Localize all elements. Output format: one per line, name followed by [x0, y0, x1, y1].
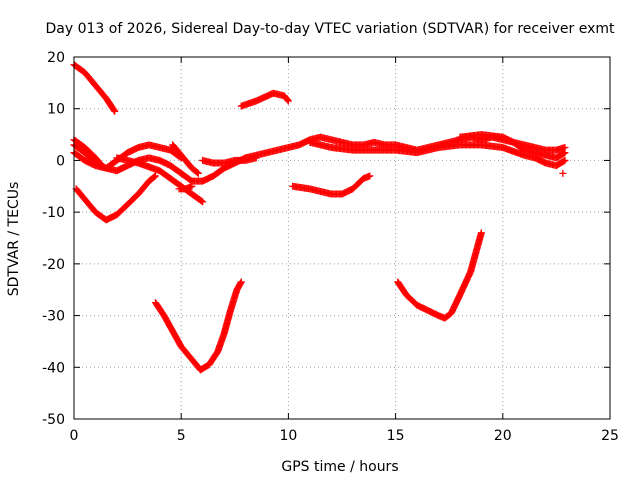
data-point — [284, 96, 292, 104]
data-point — [151, 172, 159, 180]
x-tick-label: 15 — [387, 428, 405, 444]
series-arc-12 — [306, 138, 569, 170]
data-series — [70, 61, 569, 374]
series-arc-10 — [72, 172, 159, 224]
axis-ticks — [73, 56, 611, 420]
y-tick-label: 0 — [56, 153, 65, 169]
data-point — [150, 173, 158, 181]
data-point — [193, 168, 201, 176]
x-tick-label: 0 — [70, 428, 79, 444]
grid-lines — [74, 57, 610, 419]
x-tick-label: 10 — [279, 428, 297, 444]
y-tick-labels: -50 -40 -30 -20 -10 0 10 20 — [42, 50, 65, 428]
data-point — [561, 149, 569, 157]
series-arc-7 — [169, 141, 202, 177]
y-tick-label: -40 — [42, 360, 65, 376]
series-arc-14 — [559, 169, 567, 177]
plot-frame — [73, 56, 611, 420]
series-arc-17 — [394, 229, 485, 322]
data-point — [237, 278, 245, 286]
data-point — [559, 169, 567, 177]
data-point — [110, 106, 118, 114]
data-point — [199, 198, 207, 206]
data-point — [198, 197, 206, 205]
y-tick-label: -10 — [42, 205, 65, 221]
series-arc-1 — [70, 61, 119, 115]
x-tick-label: 5 — [177, 428, 186, 444]
y-tick-label: 10 — [47, 102, 65, 118]
series-arc-16 — [151, 278, 245, 374]
chart-title: Day 013 of 2026, Sidereal Day-to-day VTE… — [46, 21, 616, 37]
data-point — [366, 172, 374, 180]
x-tick-label: 20 — [494, 428, 512, 444]
data-point — [188, 182, 196, 190]
series-arc-6 — [113, 154, 207, 206]
data-point — [111, 107, 119, 115]
data-point — [561, 156, 569, 164]
y-tick-label: -20 — [42, 257, 65, 273]
x-tick-labels: 0 5 10 15 20 25 — [70, 428, 619, 444]
series-arc-9 — [175, 182, 196, 193]
y-tick-label: -30 — [42, 309, 65, 325]
y-tick-label: 20 — [47, 50, 65, 66]
x-axis-label: GPS time / hours — [281, 459, 398, 475]
data-point — [284, 97, 292, 105]
y-tick-label: -50 — [42, 412, 65, 428]
series-arc-13 — [456, 131, 569, 162]
data-point — [194, 169, 202, 177]
series-arc-2 — [237, 89, 292, 110]
data-point — [477, 229, 485, 237]
x-tick-label: 25 — [601, 428, 619, 444]
series-arc-15 — [289, 172, 374, 198]
y-axis-label: SDTVAR / TECUs — [6, 182, 22, 297]
